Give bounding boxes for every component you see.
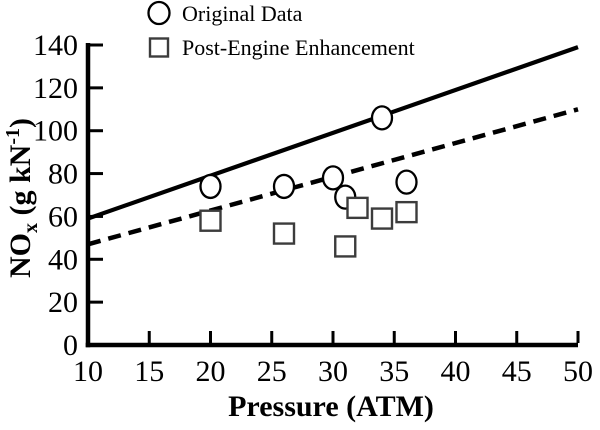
y-tick-label: 80 [48,158,78,191]
data-point-square [199,209,222,232]
data-point-circle [199,173,222,200]
data-point-square [334,235,357,258]
y-tick-label: 100 [33,115,78,148]
data-point-circle [321,165,345,191]
y-tick-label: 40 [48,243,78,276]
y-tick-label: 140 [33,29,78,62]
y-tick-label: 60 [48,200,78,233]
data-point-square [370,207,394,230]
plot-area: 0 20 40 60 80 100 120 140 10 15 20 25 30 35 40 45 50 [33,29,593,388]
x-tick-label: 40 [441,355,471,388]
data-point-square [346,196,369,220]
data-point-circle [370,105,394,131]
x-tick-label: 35 [379,355,409,388]
legend-label-original: Original Data [182,1,303,26]
solid-trend-line [87,45,579,221]
y-axis-title: NOx (g kN-1) [2,118,42,278]
legend-circle-icon [147,0,171,26]
x-tick-label: 15 [134,355,164,388]
y-tick-label: 20 [48,286,78,319]
legend-label-enhanced: Post-Engine Enhancement [182,35,415,60]
x-tick-label: 50 [563,355,593,388]
x-tick-label: 30 [318,355,348,388]
y-tick-label: 120 [33,72,78,105]
data-point-square [395,200,418,224]
data-point-circle [272,173,296,200]
x-axis-title: Pressure (ATM) [228,390,434,423]
x-tick-label: 45 [502,355,532,388]
x-tick-label: 10 [73,355,103,388]
legend: Original Data Post-Engine Enhancement [147,0,415,60]
y-tick-label: 0 [63,329,78,362]
data-point-circle [395,169,418,195]
x-tick-label: 20 [196,355,226,388]
x-tick-label: 25 [257,355,287,388]
legend-square-icon [148,37,170,58]
data-point-square [272,222,296,245]
